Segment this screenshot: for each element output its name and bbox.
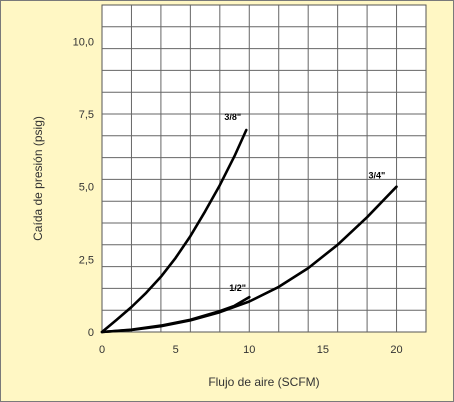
x-tick-label: 0 bbox=[99, 344, 105, 356]
x-axis-title: Flujo de aire (SCFM) bbox=[208, 375, 319, 389]
y-tick-label: 7,5 bbox=[79, 109, 94, 121]
plot-area bbox=[102, 5, 426, 332]
y-tick-label: 5,0 bbox=[79, 182, 94, 194]
series-label-3: 3/4" bbox=[369, 171, 386, 181]
y-axis-title: Caída de presión (psig) bbox=[31, 116, 45, 241]
x-tick-labels: 0 5 10 15 20 bbox=[99, 344, 403, 356]
x-tick-label: 5 bbox=[173, 344, 179, 356]
series-label-1: 3/8" bbox=[224, 112, 241, 122]
grid bbox=[102, 5, 426, 332]
x-tick-label: 15 bbox=[317, 344, 329, 356]
y-tick-label: 2,5 bbox=[79, 254, 94, 266]
x-tick-label: 20 bbox=[390, 344, 402, 356]
y-tick-labels: 0 2,5 5,0 7,5 10,0 bbox=[73, 36, 94, 339]
x-tick-label: 10 bbox=[243, 344, 255, 356]
y-tick-label: 0 bbox=[88, 327, 94, 339]
y-tick-label: 10,0 bbox=[73, 36, 94, 48]
series-label-2: 1/2" bbox=[229, 283, 246, 293]
